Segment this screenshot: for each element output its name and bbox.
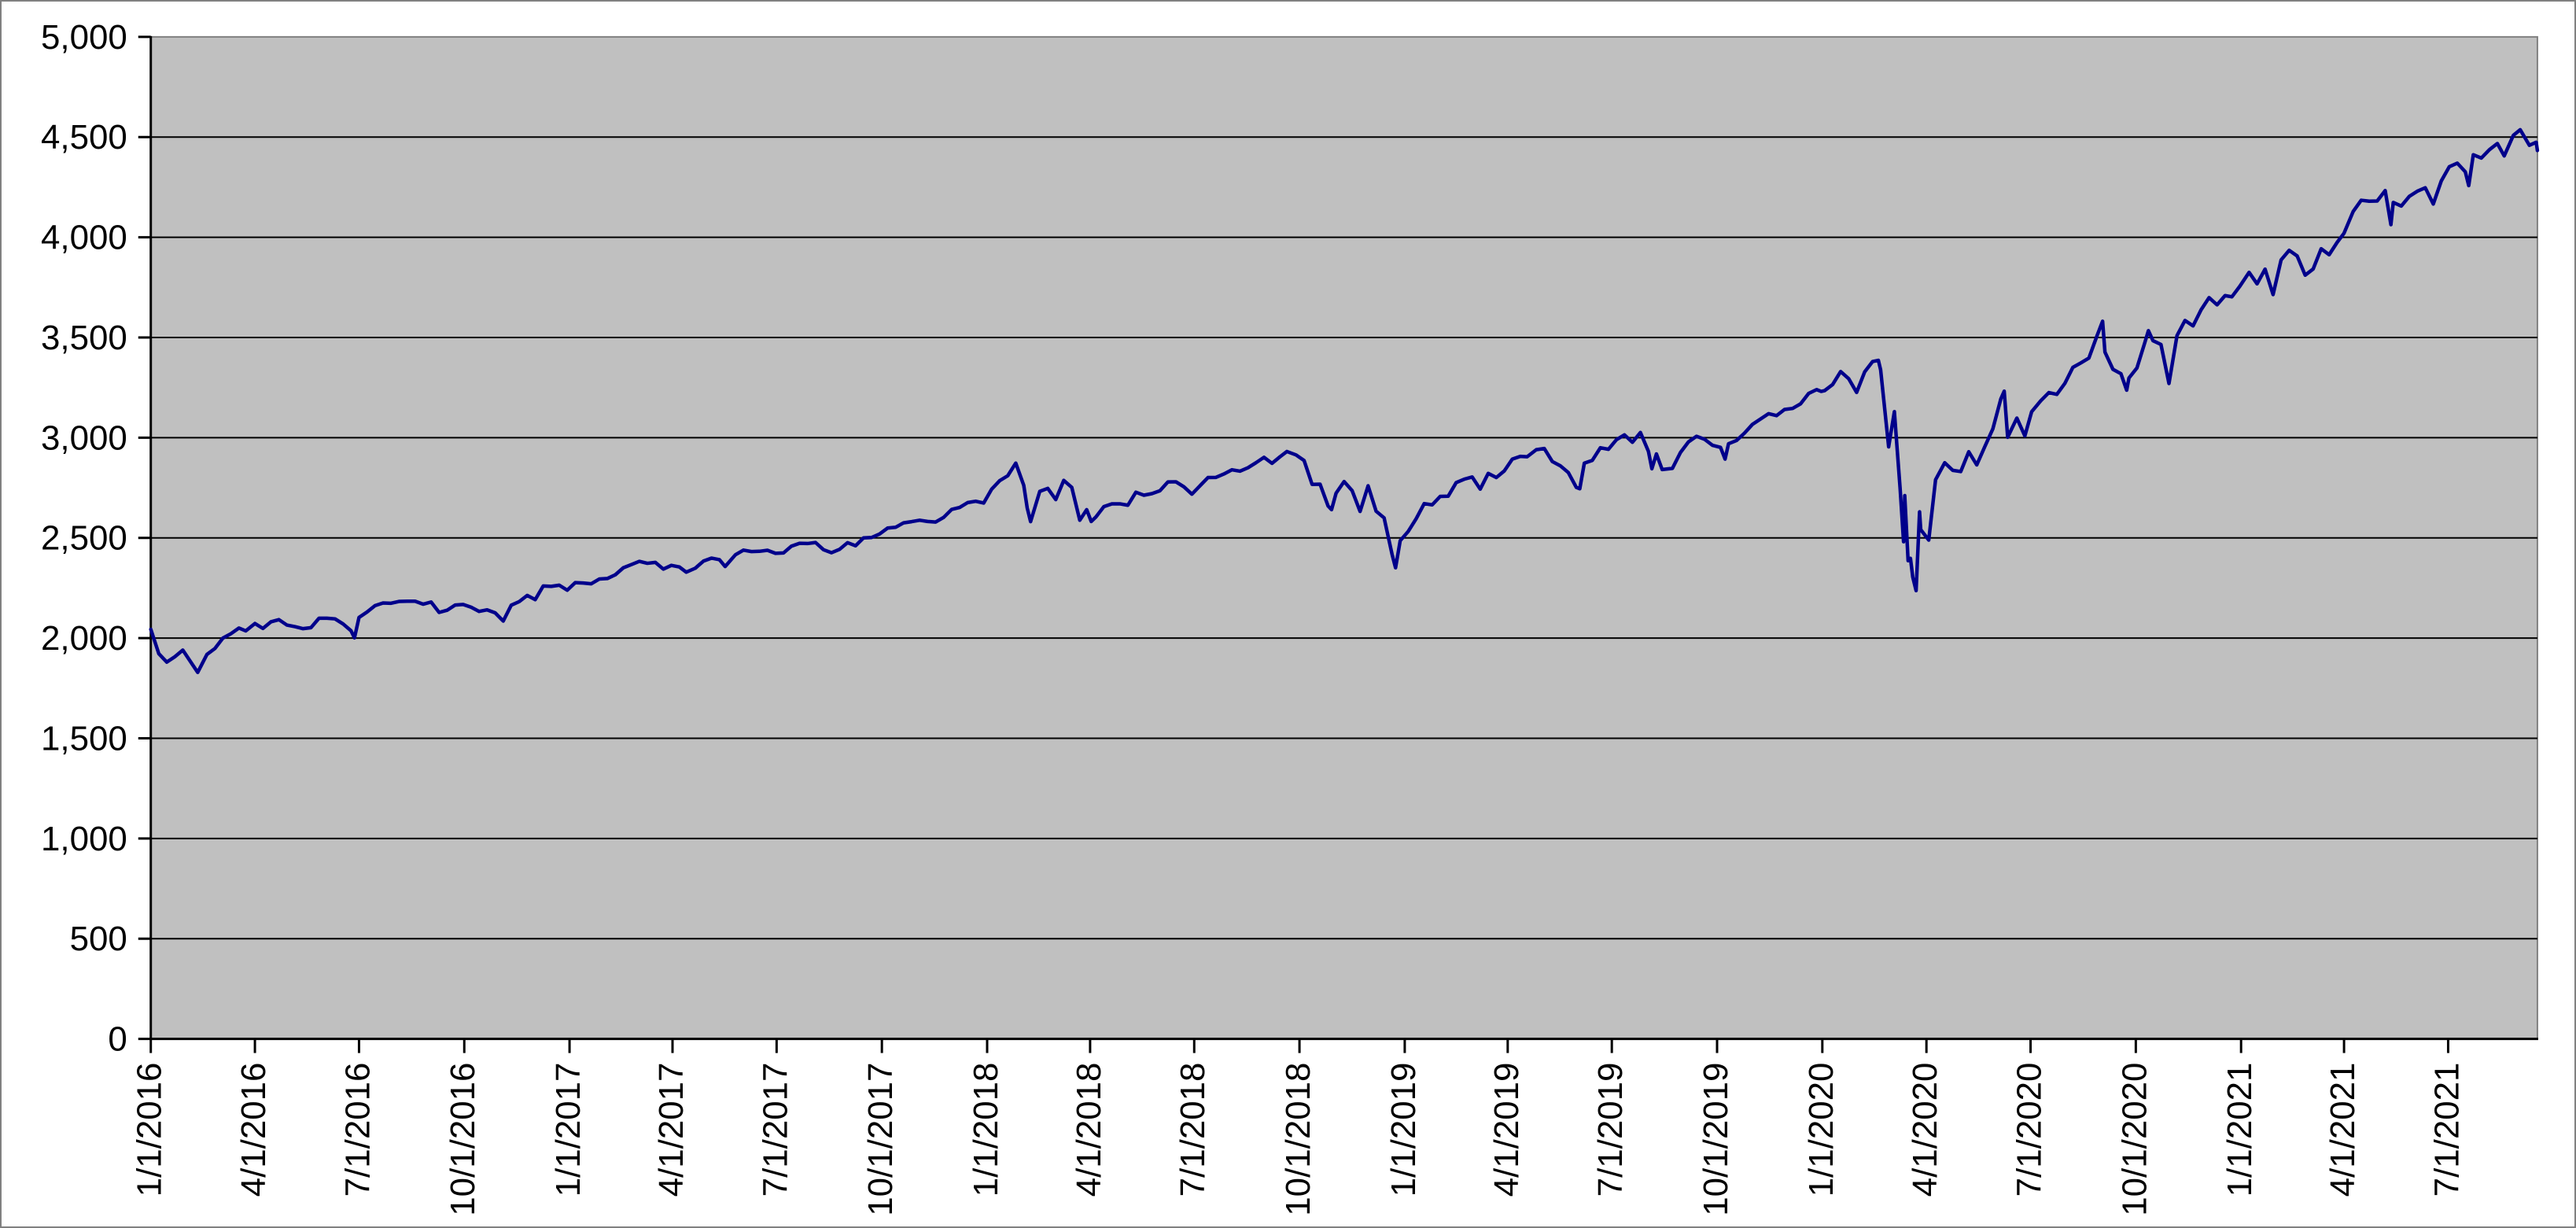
x-axis-tick-label: 4/1/2016 <box>234 1063 273 1197</box>
price-line-series <box>149 127 2540 674</box>
y-axis-tick-label: 3,500 <box>41 319 127 357</box>
y-axis-tick-label: 4,000 <box>41 219 127 257</box>
x-axis-tick-label: 1/1/2017 <box>549 1063 588 1197</box>
x-axis-tick-label: 1/1/2020 <box>1802 1063 1841 1197</box>
y-axis-tick-label: 3,000 <box>41 419 127 457</box>
x-axis-tick-label: 7/1/2016 <box>338 1063 377 1197</box>
x-axis-tick-label: 4/1/2018 <box>1070 1063 1108 1197</box>
x-axis-tick-label: 10/1/2017 <box>861 1063 900 1216</box>
y-axis-tick-label: 1,000 <box>41 820 127 858</box>
y-axis-tick-label: 0 <box>108 1020 127 1059</box>
x-axis: 1/1/2016 4/1/2016 7/1/2016 10/1/2016 1/1/201… <box>131 1038 2466 1216</box>
x-axis-tick-label: 10/1/2016 <box>444 1063 482 1216</box>
y-axis: 0 500 1,000 1,500 2,000 2,500 3,000 3,500 4,000 4… <box>41 18 151 1059</box>
x-axis-tick-label: 1/1/2018 <box>967 1063 1005 1197</box>
x-axis-tick-label: 10/1/2020 <box>2115 1063 2154 1216</box>
x-axis-tick-label: 10/1/2019 <box>1697 1063 1735 1216</box>
x-axis-tick-label: 4/1/2020 <box>1906 1063 1944 1197</box>
x-axis-tick-label: 4/1/2021 <box>2324 1063 2362 1197</box>
x-axis-tick-label: 7/1/2018 <box>1174 1063 1212 1197</box>
x-axis-tick-label: 4/1/2017 <box>652 1063 691 1197</box>
y-axis-tick-label: 500 <box>70 920 127 958</box>
y-axis-tick-label: 5,000 <box>41 18 127 57</box>
y-axis-tick-label: 4,500 <box>41 118 127 157</box>
gridlines <box>150 136 2537 940</box>
x-axis-tick-label: 1/1/2021 <box>2220 1063 2259 1197</box>
x-axis-tick-label: 4/1/2019 <box>1487 1063 1526 1197</box>
x-axis-tick-label: 10/1/2018 <box>1279 1063 1317 1216</box>
y-axis-tick-label: 2,500 <box>41 519 127 558</box>
x-axis-tick-label: 1/1/2016 <box>131 1063 169 1197</box>
x-axis-tick-label: 7/1/2021 <box>2427 1063 2466 1197</box>
x-axis-tick-label: 7/1/2017 <box>756 1063 794 1197</box>
x-axis-tick-label: 7/1/2019 <box>1591 1063 1630 1197</box>
x-axis-tick-label: 7/1/2020 <box>2010 1063 2049 1197</box>
y-axis-tick-label: 1,500 <box>41 719 127 758</box>
y-axis-tick-label: 2,000 <box>41 619 127 658</box>
x-axis-tick-label: 1/1/2019 <box>1384 1063 1423 1197</box>
